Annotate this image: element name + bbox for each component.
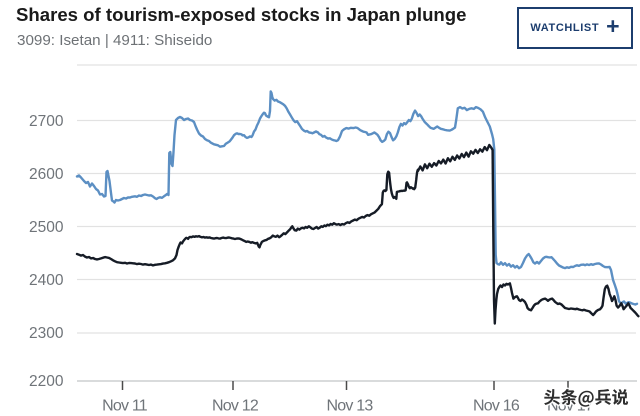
svg-text:Nov 13: Nov 13	[327, 398, 374, 415]
svg-text:Nov 12: Nov 12	[212, 398, 259, 415]
svg-text:2600: 2600	[29, 166, 64, 183]
svg-text:2200: 2200	[29, 373, 64, 390]
svg-text:2400: 2400	[29, 272, 64, 289]
svg-text:2500: 2500	[29, 219, 64, 236]
svg-text:Nov 11: Nov 11	[102, 398, 148, 415]
svg-text:Nov 16: Nov 16	[473, 398, 520, 415]
svg-text:2700: 2700	[29, 113, 64, 130]
svg-text:2300: 2300	[29, 325, 64, 342]
